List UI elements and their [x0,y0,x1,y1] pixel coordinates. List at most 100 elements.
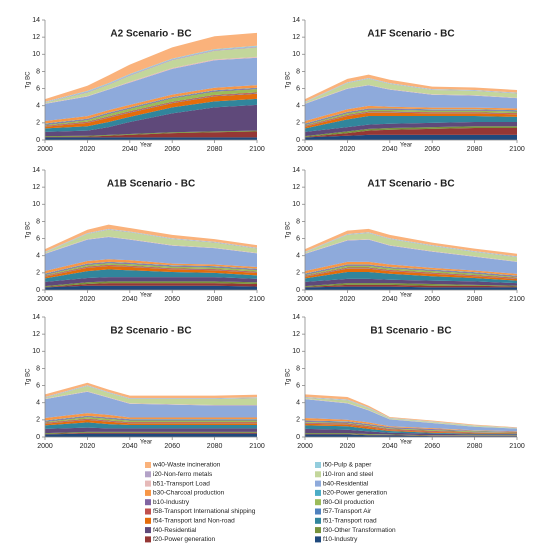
area-layer [45,391,257,418]
y-tick-label: 12 [32,184,40,191]
x-tick-label: 2100 [509,296,525,303]
y-tick-label: 6 [36,85,40,92]
legend-swatch [315,499,321,506]
area-layer [305,111,517,127]
x-tick-label: 2020 [80,296,96,303]
legend-swatch [145,508,151,515]
y-tick-label: 6 [36,382,40,389]
area-layer [305,128,517,138]
legend-label: b30-Charcoal production [153,490,225,497]
x-tick-label: 2040 [122,146,138,153]
x-axis-label: Year [400,143,412,149]
x-tick-label: 2060 [424,443,440,450]
area-layer [45,277,257,287]
x-tick-label: 2000 [37,296,53,303]
chart-panel: 0 2 4 6 8 10 12 14 2000 2020 2040 2060 2080 2100 B2 Sc… [26,314,265,450]
area-layer [305,283,517,287]
y-tick-label: 4 [296,253,300,260]
y-tick-label: 8 [36,68,40,75]
y-tick-label: 2 [296,120,300,127]
chart-title: A1F Scenario - BC [367,29,454,40]
area-layer [305,233,517,262]
legend: w40-Waste incineration i50-Pulp & paper i2… [145,462,396,543]
y-axis-label: Tg BC [286,368,292,386]
area-layer [305,284,517,288]
legend-swatch [145,536,151,543]
area-layer [305,422,517,433]
area-layer [45,261,257,274]
y-axis-label: Tg BC [26,71,32,89]
y-axis-label: Tg BC [286,71,292,89]
legend-swatch [315,462,321,468]
legend-swatch [145,527,151,534]
area-layer [305,112,517,127]
x-axis-label: Year [140,143,152,149]
x-tick-label: 2020 [80,146,96,153]
legend-label: b10-Industry [153,499,190,506]
area-layer [305,112,517,129]
chart-title: B1 Scenario - BC [370,326,451,337]
legend-swatch [315,536,321,543]
area-layer [45,98,257,132]
area-layer [305,421,517,433]
area-layer [45,265,257,277]
y-tick-label: 2 [296,417,300,424]
legend-swatch [145,480,151,487]
legend-label: f20-Power generation [153,536,216,543]
x-tick-label: 2100 [249,296,265,303]
y-tick-label: 4 [296,103,300,110]
area-layer [45,104,257,137]
area-layer [305,74,517,102]
area-layer [305,78,517,104]
x-tick-label: 2000 [297,443,313,450]
area-layer [45,416,257,422]
chart-panel: 0 2 4 6 8 10 12 14 2000 2020 2040 2060 2080 2100 A1F S… [286,17,525,153]
area-layer [305,397,517,429]
area-layer [305,434,517,437]
area-layer [45,262,257,275]
area-layer [305,425,517,435]
legend-swatch [315,517,321,524]
y-tick-label: 12 [292,34,300,41]
x-tick-label: 2000 [297,146,313,153]
legend-label: f57-Transport Air [323,508,372,515]
y-tick-label: 6 [296,382,300,389]
y-tick-label: 12 [292,184,300,191]
x-axis-label: Year [400,293,412,299]
x-tick-label: 2040 [382,296,398,303]
x-tick-label: 2100 [509,443,525,450]
area-layer [305,433,517,436]
x-tick-label: 2020 [340,296,356,303]
x-tick-label: 2000 [37,443,53,450]
legend-swatch [315,489,321,496]
x-tick-label: 2060 [424,146,440,153]
area-layer [45,422,257,429]
area-layer [305,239,517,274]
area-layer [45,419,257,426]
y-tick-label: 8 [296,218,300,225]
y-tick-label: 14 [292,167,300,174]
x-tick-label: 2000 [297,296,313,303]
y-tick-label: 0 [296,137,300,144]
area-layer [45,237,257,271]
area-layer [305,278,517,287]
area-layer [305,272,517,284]
y-axis-label: Tg BC [26,368,32,386]
legend-label: b40-Residential [323,480,369,487]
area-layer [45,259,257,274]
x-tick-label: 2040 [122,443,138,450]
area-layer [45,130,257,137]
area-layer [305,108,517,125]
y-tick-label: 14 [292,314,300,321]
area-layer [45,285,257,290]
y-tick-label: 0 [296,287,300,294]
y-tick-label: 2 [36,120,40,127]
y-tick-label: 10 [32,51,40,58]
area-layer [305,78,517,103]
legend-label: f40-Residential [153,527,197,534]
legend-label: b51-Transport Load [153,480,210,487]
x-tick-label: 2080 [467,296,483,303]
area-layer [45,89,257,126]
area-layer [45,85,257,124]
